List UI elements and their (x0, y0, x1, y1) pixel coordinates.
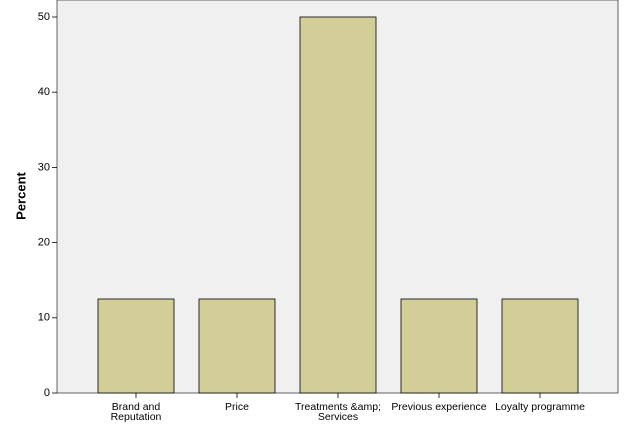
x-tick-label: Price (225, 401, 249, 413)
y-tick-label: 10 (38, 312, 50, 324)
y-tick-label: 40 (38, 86, 50, 98)
x-tick-label: Loyalty programme (495, 401, 585, 413)
bar (198, 298, 276, 394)
bar (97, 298, 175, 394)
bar (400, 298, 478, 394)
x-tick-label: Treatments &amp; Services (295, 401, 381, 423)
x-tick-label: Previous experience (391, 401, 487, 413)
bar (299, 16, 377, 394)
y-tick-label: 50 (38, 11, 50, 23)
y-tick-label: 0 (44, 387, 50, 399)
y-tick-label: 30 (38, 161, 50, 173)
y-tick-label: 20 (38, 237, 50, 249)
bar (501, 298, 579, 394)
y-axis-title: Percent (13, 171, 28, 219)
x-tick-label: Brand and Reputation (110, 401, 162, 423)
